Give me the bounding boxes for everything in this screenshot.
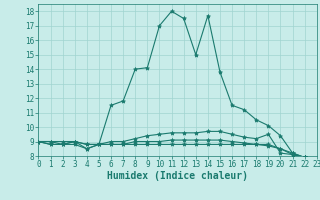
X-axis label: Humidex (Indice chaleur): Humidex (Indice chaleur) (107, 171, 248, 181)
